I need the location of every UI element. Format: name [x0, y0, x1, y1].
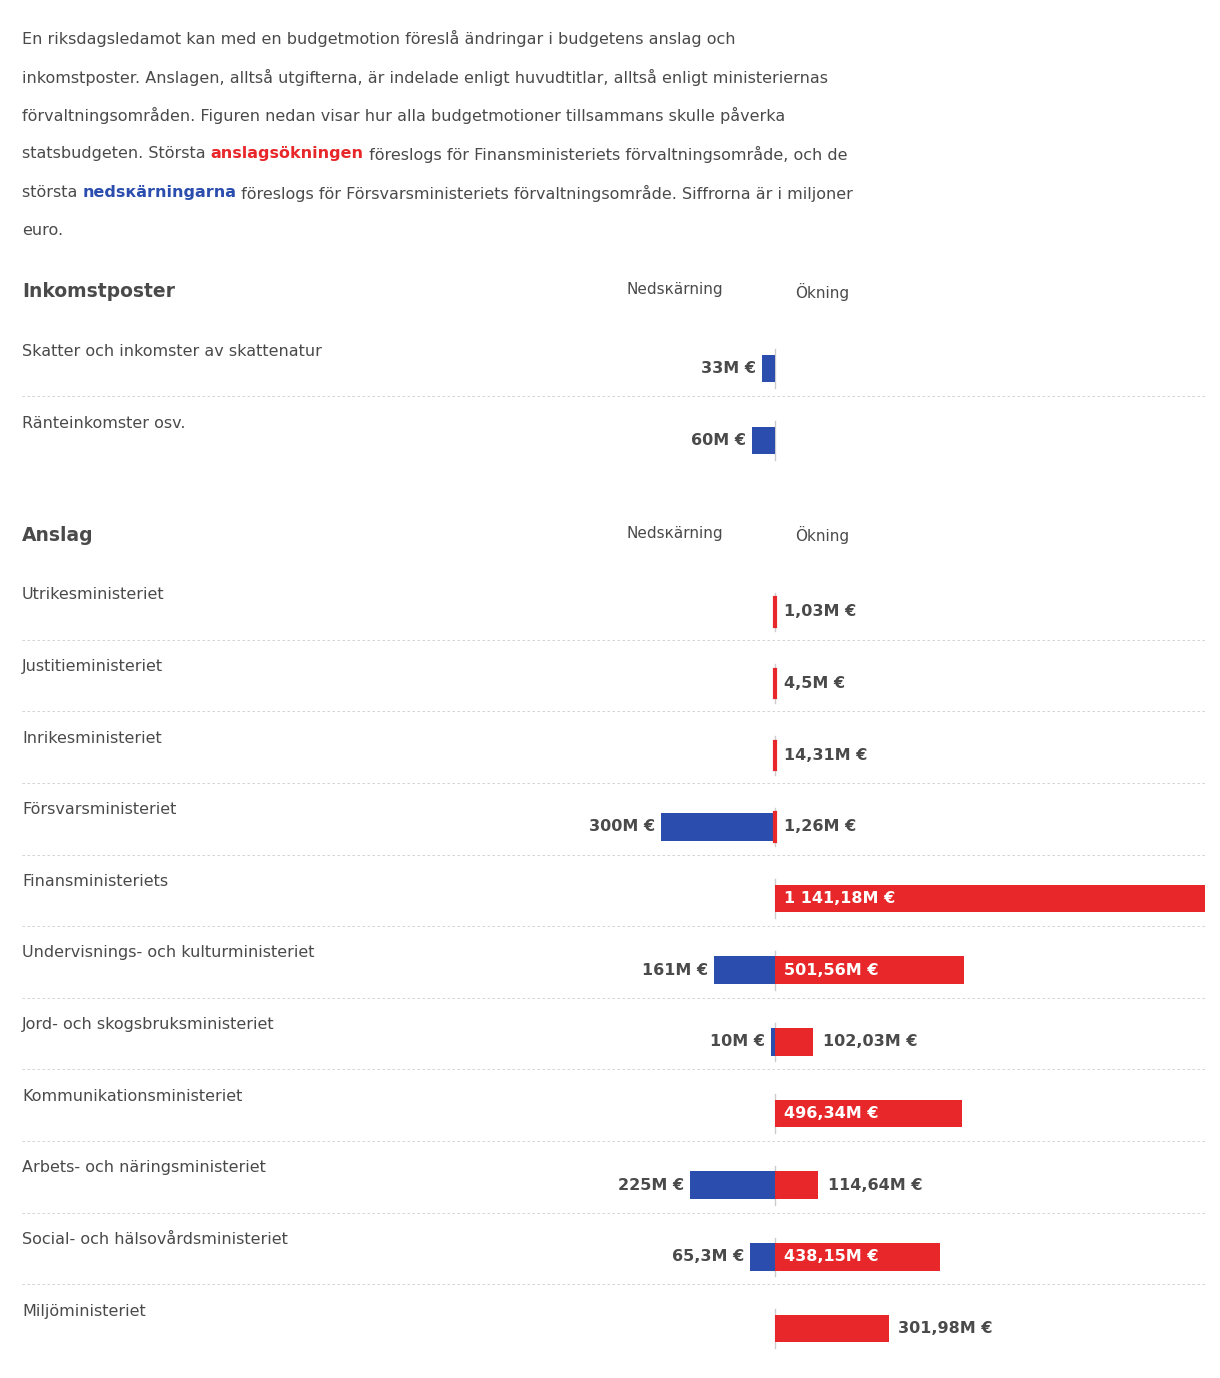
- Text: anslagsökningen: anslagsökningen: [211, 146, 364, 161]
- Bar: [775, 1315, 888, 1342]
- Text: Ökning: Ökning: [795, 282, 849, 300]
- Text: Justitieministeriet: Justitieministeriet: [22, 659, 163, 674]
- Text: Miljöministeriet: Miljöministeriet: [22, 1304, 145, 1319]
- Text: Nedsкärning: Nedsкärning: [627, 526, 723, 540]
- Text: 114,64M €: 114,64M €: [827, 1178, 922, 1193]
- Text: Ökning: Ökning: [795, 526, 849, 544]
- Bar: [762, 356, 775, 383]
- Text: 102,03M €: 102,03M €: [824, 1035, 917, 1050]
- Text: Anslag: Anslag: [22, 526, 94, 544]
- Text: Ränteinkomster osv.: Ränteinkomster osv.: [22, 416, 185, 430]
- Text: 501,56M €: 501,56M €: [784, 963, 878, 978]
- Text: 496,34M €: 496,34M €: [784, 1107, 878, 1122]
- Text: 1,03M €: 1,03M €: [784, 605, 856, 620]
- Text: Undervisnings- och kulturministeriet: Undervisnings- och kulturministeriet: [22, 945, 315, 960]
- Text: nedsкärningarna: nedsкärningarna: [83, 185, 237, 200]
- Text: Kommunikationsministeriet: Kommunikationsministeriet: [22, 1089, 243, 1104]
- Text: största: största: [22, 185, 83, 200]
- Text: Jord- och skogsbruksministeriet: Jord- och skogsbruksministeriet: [22, 1017, 274, 1032]
- Bar: [752, 427, 775, 455]
- Text: En riksdagsledamot kan med en budgetmotion föreslå ändringar i budgetens anslag : En riksdagsledamot kan med en budgetmoti…: [22, 30, 736, 47]
- Text: Inkomstposter: Inkomstposter: [22, 282, 174, 302]
- Text: 300M €: 300M €: [589, 820, 655, 835]
- Text: Försvarsministeriet: Försvarsministeriet: [22, 802, 177, 817]
- Bar: [775, 1100, 963, 1127]
- Text: 438,15M €: 438,15M €: [784, 1250, 878, 1265]
- Bar: [775, 956, 964, 984]
- Bar: [775, 885, 1205, 912]
- Text: 33M €: 33M €: [702, 361, 756, 376]
- Text: föreslogs för Finansministeriets förvaltningsområde, och de: föreslogs för Finansministeriets förvalt…: [364, 146, 847, 163]
- Text: 65,3M €: 65,3M €: [672, 1250, 744, 1265]
- Bar: [771, 1028, 775, 1056]
- Text: förvaltningsområden. Figuren nedan visar hur alla budgetmotioner tillsammans sku: förvaltningsområden. Figuren nedan visar…: [22, 107, 786, 124]
- Text: 60M €: 60M €: [691, 433, 745, 448]
- Text: 225M €: 225M €: [617, 1178, 683, 1193]
- Bar: [775, 1028, 814, 1056]
- Bar: [714, 956, 775, 984]
- Text: 301,98M €: 301,98M €: [898, 1322, 993, 1337]
- Text: Utrikesministeriet: Utrikesministeriet: [22, 587, 165, 602]
- Text: 4,5M €: 4,5M €: [784, 677, 845, 692]
- Text: Inrikesministeriet: Inrikesministeriet: [22, 730, 162, 745]
- Text: Social- och hälsovårdsministeriet: Social- och hälsovårdsministeriet: [22, 1232, 288, 1247]
- Bar: [689, 1171, 775, 1199]
- Text: 10M €: 10M €: [710, 1035, 765, 1050]
- Text: Finansministeriets: Finansministeriets: [22, 874, 168, 889]
- Text: Arbets- och näringsministeriet: Arbets- och näringsministeriet: [22, 1160, 266, 1175]
- Text: Skatter och inkomster av skattenatur: Skatter och inkomster av skattenatur: [22, 344, 322, 358]
- Text: euro.: euro.: [22, 223, 63, 238]
- Text: Nedsкärning: Nedsкärning: [627, 282, 723, 298]
- Text: inkomstposter. Anslagen, alltså utgifterna, är indelade enligt huvudtitlar, allt: inkomstposter. Anslagen, alltså utgifter…: [22, 69, 828, 85]
- Text: föreslogs för Försvarsministeriets förvaltningsområde. Siffrorna är i miljoner: föreslogs för Försvarsministeriets förva…: [237, 185, 853, 201]
- Bar: [661, 813, 775, 841]
- Text: 1,26M €: 1,26M €: [784, 820, 856, 835]
- Bar: [775, 1171, 817, 1199]
- Text: statsbudgeten. Största: statsbudgeten. Största: [22, 146, 211, 161]
- Text: 161M €: 161M €: [642, 963, 708, 978]
- Text: 14,31M €: 14,31M €: [784, 748, 867, 763]
- Bar: [775, 1243, 941, 1271]
- Text: 1 141,18M €: 1 141,18M €: [784, 892, 895, 907]
- Bar: [750, 1243, 775, 1271]
